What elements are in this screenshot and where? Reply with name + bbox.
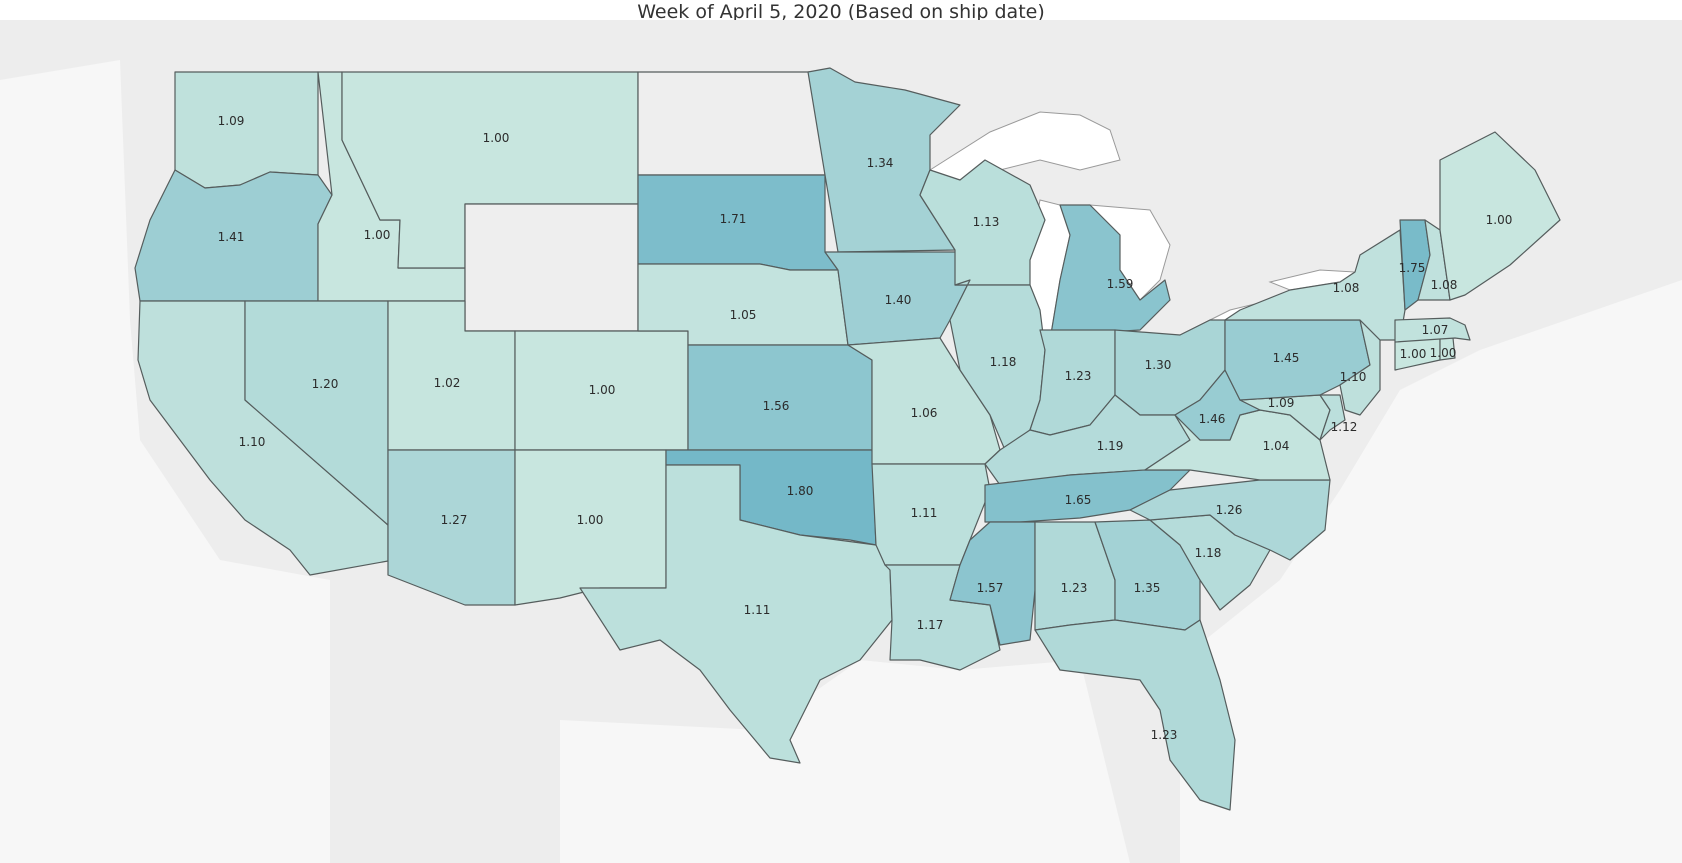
state-label-ga: 1.35 [1134, 581, 1161, 595]
state-label-ct: 1.00 [1400, 347, 1427, 361]
state-label-ia: 1.40 [885, 293, 912, 307]
state-label-fl: 1.23 [1151, 728, 1178, 742]
state-label-nh: 1.08 [1431, 278, 1458, 292]
state-label-sd: 1.71 [720, 212, 747, 226]
state-label-ut: 1.02 [434, 376, 461, 390]
state-mi[interactable] [1049, 204, 1171, 341]
state-label-me: 1.00 [1486, 213, 1513, 227]
state-wi[interactable] [919, 159, 1046, 286]
state-label-tn: 1.65 [1065, 493, 1092, 507]
state-label-nv: 1.20 [312, 377, 339, 391]
state-nm[interactable] [514, 449, 667, 606]
state-ny[interactable] [1224, 229, 1406, 341]
state-fl[interactable] [1034, 619, 1236, 811]
state-label-al: 1.23 [1061, 581, 1088, 595]
state-label-oh: 1.30 [1145, 358, 1172, 372]
state-label-la: 1.17 [917, 618, 944, 632]
state-label-az: 1.27 [441, 513, 468, 527]
state-mn[interactable] [807, 67, 961, 253]
state-tx[interactable] [579, 464, 893, 764]
state-label-ks: 1.56 [763, 399, 790, 413]
state-az[interactable] [387, 449, 516, 606]
ocean-atlantic [1180, 280, 1682, 863]
labels-layer: 1.091.411.101.001.201.001.021.271.001.00… [218, 114, 1513, 742]
state-label-mi: 1.59 [1107, 277, 1134, 291]
state-label-mo: 1.06 [911, 406, 938, 420]
state-label-ri: 1.00 [1430, 346, 1457, 360]
state-label-mt: 1.00 [483, 131, 510, 145]
state-label-co: 1.00 [589, 383, 616, 397]
state-label-ky: 1.19 [1097, 439, 1124, 453]
state-label-tx: 1.11 [744, 603, 771, 617]
state-nd[interactable] [637, 71, 826, 176]
state-label-wa: 1.09 [218, 114, 245, 128]
state-label-ne: 1.05 [730, 308, 757, 322]
state-label-wv: 1.46 [1199, 412, 1226, 426]
state-label-mn: 1.34 [867, 156, 894, 170]
state-wa[interactable] [174, 71, 319, 189]
state-nh[interactable] [1417, 219, 1451, 301]
state-label-ms: 1.57 [977, 581, 1004, 595]
state-ks[interactable] [687, 344, 873, 451]
state-nc[interactable] [1129, 479, 1331, 561]
state-label-nj: 1.10 [1340, 370, 1367, 384]
state-me[interactable] [1439, 131, 1561, 301]
state-label-ma: 1.07 [1422, 323, 1449, 337]
state-label-ar: 1.11 [911, 506, 938, 520]
state-label-wi: 1.13 [973, 215, 1000, 229]
state-label-in: 1.23 [1065, 369, 1092, 383]
state-nj[interactable] [1339, 319, 1381, 416]
state-de[interactable] [1319, 394, 1346, 441]
map-title: Week of April 5, 2020 (Based on ship dat… [637, 1, 1045, 23]
state-label-ok: 1.80 [787, 484, 814, 498]
ocean-west [0, 60, 330, 863]
state-label-il: 1.18 [990, 355, 1017, 369]
state-label-nc: 1.26 [1216, 503, 1243, 517]
state-label-md: 1.09 [1268, 396, 1295, 410]
state-label-id: 1.00 [364, 228, 391, 242]
states-layer [134, 67, 1561, 811]
state-label-va: 1.04 [1263, 439, 1290, 453]
state-label-vt: 1.75 [1399, 261, 1426, 275]
state-label-de: 1.12 [1331, 420, 1358, 434]
state-label-sc: 1.18 [1195, 546, 1222, 560]
state-ma[interactable] [1394, 317, 1471, 343]
state-wy[interactable] [464, 203, 639, 332]
ocean-gulf [560, 660, 1130, 863]
state-label-ca: 1.10 [239, 435, 266, 449]
state-label-or: 1.41 [218, 230, 245, 244]
state-label-pa: 1.45 [1273, 351, 1300, 365]
state-label-nm: 1.00 [577, 513, 604, 527]
us-choropleth-map[interactable]: 1.091.411.101.001.201.001.021.271.001.00… [0, 20, 1682, 863]
state-label-ny: 1.08 [1333, 281, 1360, 295]
